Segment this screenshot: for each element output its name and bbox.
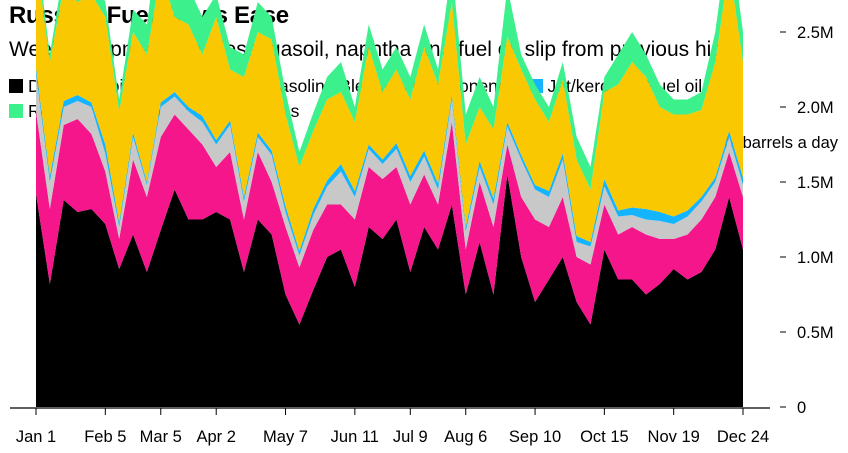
x-tick-label: Aug 6 <box>444 428 487 446</box>
y-tick-label: 0 <box>797 399 806 417</box>
area-diesel-gasoil <box>36 174 743 407</box>
y-axis: 00.5M1.0M1.5M2.0M2.5M3.0M <box>780 24 834 417</box>
y-tick-label: 0.5M <box>797 324 834 342</box>
x-tick-label: Apr 2 <box>196 428 235 446</box>
area-gasoline-blending-components <box>36 74 743 268</box>
y-tick-label: 1.5M <box>797 174 834 192</box>
y-tick-label: 1.0M <box>797 249 834 267</box>
legend-swatch <box>9 104 23 118</box>
series-areas <box>36 0 743 407</box>
x-tick-label: Jan 1 <box>16 428 56 446</box>
x-axis: Jan 1 Feb 5 Mar 5 Apr 2 May 7 Jun 11 Jul 9 Aug … <box>10 407 770 446</box>
x-tick-label: Sep 10 <box>509 428 561 446</box>
x-tick-label: Mar 5 <box>140 428 182 446</box>
area-naphtha <box>36 111 743 325</box>
legend-swatch <box>9 79 23 93</box>
x-tick-label: May 7 <box>263 428 308 446</box>
y-tick-label: 2.5M <box>797 24 834 42</box>
x-tick-label: Dec 24 <box>717 428 769 446</box>
x-tick-label: Oct 15 <box>580 428 629 446</box>
x-tick-label: Jul 9 <box>393 428 428 446</box>
area-refinery-feedstock-intermediates <box>41 0 743 190</box>
x-tick-label: Feb 5 <box>84 428 126 446</box>
x-tick-label: Jun 11 <box>331 428 379 446</box>
x-tick-label: Nov 19 <box>648 428 700 446</box>
y-tick-label: 2.0M <box>797 99 834 117</box>
area-fuel-oil <box>36 0 743 251</box>
